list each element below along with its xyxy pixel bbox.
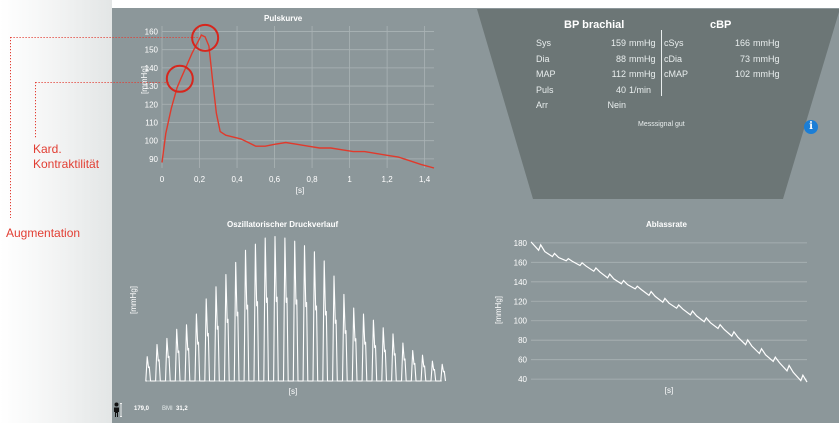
central-label-csys: cSys [664, 38, 684, 48]
brachial-value-dia: 88 [615, 53, 626, 64]
pulse-y-tick: 150 [145, 46, 159, 55]
brachial-label-puls: Puls [536, 84, 554, 95]
augmentation-annotation: Augmentation [6, 226, 81, 240]
info-icon[interactable]: i [804, 120, 818, 134]
central-label-cmap: cMAP [664, 69, 689, 79]
bp-column-divider [661, 30, 662, 96]
oscillation-title: Oszillatorischer Druckverlauf [227, 220, 339, 229]
brachial-value-map: 112 [611, 69, 626, 79]
central-value-cmap: 102 [734, 69, 750, 79]
central-label-cdia: cDia [664, 53, 683, 64]
oscillation-signal-line [145, 236, 447, 382]
deflation-y-tick: 120 [514, 297, 528, 306]
pulse-y-tick: 90 [149, 155, 158, 164]
bmi-label: BMI [162, 406, 173, 412]
brachial-unit-sys: mmHg [629, 38, 656, 48]
pulse-x-tick: 0,2 [194, 175, 206, 184]
contractility-annotation: Kard. Kontraktilität [33, 142, 99, 172]
deflation-y-tick: 140 [514, 278, 528, 287]
bp-results-panel: BP brachial cBP Messsignal gut Sys 159 mmH… [477, 9, 839, 201]
brachial-label-sys: Sys [536, 38, 552, 48]
central-unit-csys: mmHg [753, 38, 780, 48]
brachial-unit-dia: mmHg [629, 53, 656, 64]
brachial-value-puls: 40 [615, 84, 626, 95]
deflation-y-tick: 60 [518, 356, 527, 365]
oscillation-x-axis-label: [s] [289, 387, 297, 396]
central-unit-cmap: mmHg [753, 69, 780, 79]
pulse-x-tick: 0,6 [269, 175, 281, 184]
pulse-y-tick: 140 [145, 64, 159, 73]
deflation-title: Ablassrate [646, 220, 687, 229]
pulse-x-tick: 0,8 [307, 175, 319, 184]
contractility-marker-circle [165, 64, 194, 93]
central-value-cdia: 73 [739, 53, 750, 64]
contractility-line1: Kard. [33, 142, 62, 156]
pulse-x-tick: 1,4 [419, 175, 431, 184]
deflation-curve-line [530, 241, 808, 383]
pulse-x-axis-label: [s] [296, 186, 304, 195]
deflation-y-tick: 160 [514, 258, 528, 267]
deflation-y-tick: 80 [518, 336, 527, 345]
brachial-unit-puls: 1/min [629, 84, 652, 95]
deflation-y-axis-label: [mmHg] [494, 296, 503, 324]
deflation-y-tick: 180 [514, 239, 528, 248]
person-icon [114, 402, 122, 417]
pulse-curve-title: Pulskurve [264, 14, 303, 23]
pulse-x-tick: 0,4 [231, 175, 243, 184]
pulse-y-tick: 160 [145, 27, 159, 36]
brachial-unit-map: mmHg [629, 69, 656, 79]
pulse-x-tick: 1 [347, 175, 352, 184]
signal-status: Messsignal gut [638, 121, 685, 128]
brachial-label-map: MAP [536, 69, 556, 79]
contractility-leader [35, 82, 170, 138]
height-value: 179,0 [134, 406, 150, 412]
augmentation-leader [10, 37, 200, 218]
pulse-x-tick: 1,2 [382, 175, 394, 184]
pulse-y-tick: 120 [145, 100, 159, 109]
deflation-x-axis-label: [s] [665, 386, 673, 395]
pulse-curve-line [161, 34, 435, 169]
left-margin [0, 0, 112, 423]
brachial-label-arr: Arr [536, 100, 548, 110]
bp-brachial-title: BP brachial [564, 19, 625, 31]
pulse-y-tick: 130 [145, 82, 159, 91]
brachial-value-arr: Nein [607, 100, 626, 110]
pulse-x-tick: 0 [160, 175, 165, 184]
central-value-csys: 166 [734, 38, 750, 48]
deflation-y-tick: 40 [518, 375, 527, 384]
contractility-line2: Kontraktilität [33, 157, 100, 171]
cbp-title: cBP [710, 19, 732, 31]
augmentation-marker-circle [191, 23, 220, 52]
deflation-y-tick: 100 [514, 317, 528, 326]
bmi-value: 31,2 [176, 406, 188, 412]
brachial-value-sys: 159 [610, 38, 626, 48]
oscillation-y-axis-label: [mmHg] [129, 286, 138, 314]
brachial-label-dia: Dia [536, 53, 550, 64]
pulse-y-tick: 100 [145, 137, 159, 146]
patient-footer: 179,0 BMI 31,2 [112, 398, 312, 422]
pulse-y-tick: 110 [145, 118, 158, 127]
central-unit-cdia: mmHg [753, 53, 780, 64]
pulse-y-axis-label: [mmHg] [140, 66, 149, 94]
bp-panel-shape [477, 9, 839, 199]
